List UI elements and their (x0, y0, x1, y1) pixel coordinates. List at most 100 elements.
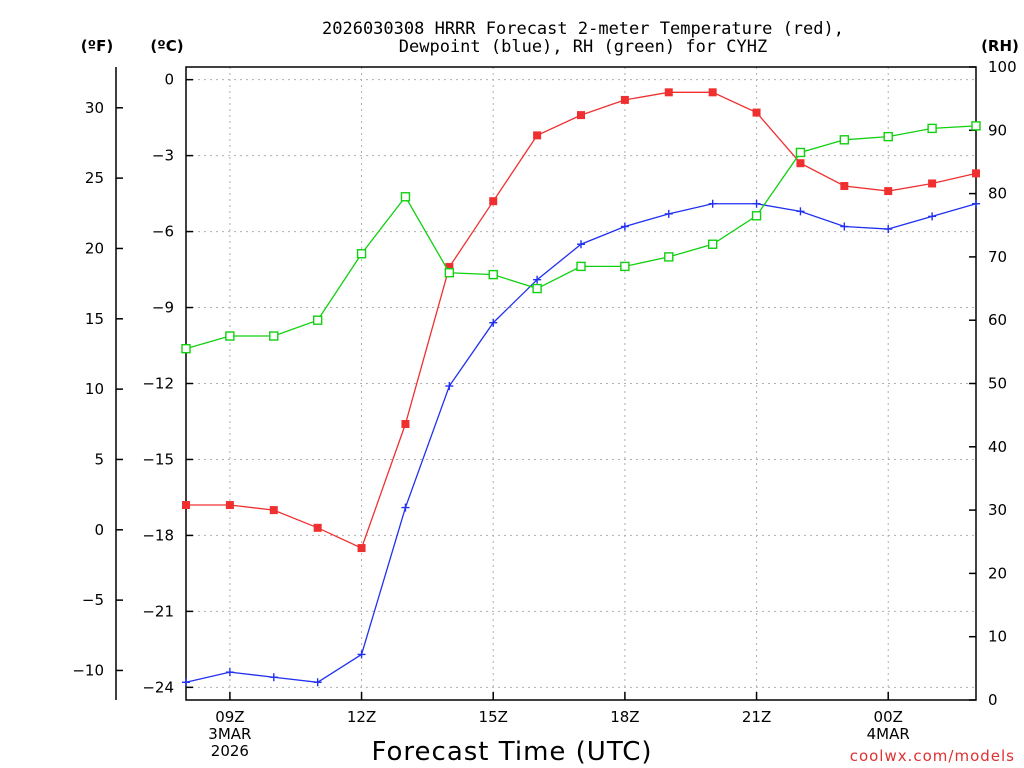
rh-tick-label: 20 (988, 564, 1007, 582)
axes: (ºF) (ºC) (RH) 0 −3 −6 −9 −12 −15 −18 −21 −24 30 25 20… (72, 37, 1019, 760)
fahrenheit-tick-label: 0 (94, 521, 104, 539)
dewpoint-point (357, 650, 366, 659)
dewpoint-point (972, 199, 980, 208)
dewpoint-point (182, 678, 190, 687)
rh-tick-label: 90 (988, 121, 1007, 139)
2-meter-temperature-point (708, 88, 717, 97)
grid (186, 67, 976, 700)
x-tick-label: 21Z (742, 708, 771, 726)
dewpoint-point (533, 275, 542, 284)
rh-point (664, 252, 674, 262)
rh-point (751, 211, 762, 221)
celsius-tick-label: 0 (164, 71, 174, 89)
dewpoint-point (225, 668, 234, 677)
celsius-tick-label: −9 (152, 299, 174, 317)
rh-point (707, 239, 718, 249)
dewpoint-point (313, 678, 322, 687)
x-tick-label: 12Z (347, 708, 376, 726)
rh-point (225, 331, 235, 341)
dewpoint-point (840, 222, 849, 231)
rh-point (488, 269, 498, 280)
title-line: 2026030308 HRRR Forecast 2-meter Tempera… (322, 19, 844, 39)
dewpoint-point (489, 318, 498, 327)
dewpoint-point (708, 199, 717, 208)
celsius-tick-label: −24 (142, 678, 174, 696)
rh-point (312, 315, 323, 325)
2-meter-temperature-point (182, 501, 190, 510)
dewpoint-point (620, 222, 629, 231)
x-tick-label: 00Z (874, 708, 903, 726)
celsius-tick-label: −3 (152, 147, 174, 165)
celsius-unit-label: (ºC) (150, 37, 183, 55)
fahrenheit-tick-label: 25 (85, 169, 104, 187)
rh-point (400, 192, 411, 202)
rh-point (576, 261, 586, 272)
2-meter-temperature-point (445, 263, 454, 272)
rh-line (185, 125, 977, 350)
rh-tick-label: 0 (988, 691, 998, 709)
fahrenheit-unit-label: (ºF) (81, 37, 113, 55)
x-tick-label: 4MAR (867, 725, 910, 743)
rh-tick-label: 70 (988, 248, 1007, 266)
x-tick-label: 2026 (211, 742, 249, 760)
celsius-tick-label: −21 (142, 602, 174, 620)
dewpoint-point (796, 207, 805, 216)
fahrenheit-tick-label: −10 (72, 661, 104, 679)
x-tick-label: 09Z (215, 708, 244, 726)
dewpoint-line (185, 203, 977, 683)
dewpoint-point (401, 503, 410, 512)
celsius-tick-label: −6 (152, 223, 174, 241)
fahrenheit-tick-label: 20 (85, 239, 104, 257)
celsius-tick-label: −15 (142, 450, 174, 468)
x-tick-label: 15Z (479, 708, 508, 726)
x-tick-label: 18Z (610, 708, 639, 726)
2-meter-temperature-point (752, 108, 761, 117)
fahrenheit-tick-label: 15 (85, 310, 104, 328)
fahrenheit-tick-label: 10 (85, 380, 104, 398)
rh-tick-label: 60 (988, 311, 1007, 329)
2-meter-temperature-point (225, 501, 234, 510)
title-line: Dewpoint (blue), RH (green) for CYHZ (399, 37, 767, 57)
chart-title: 2026030308 HRRR Forecast 2-meter Tempera… (322, 19, 844, 57)
rh-point (444, 268, 455, 278)
dewpoint-point (752, 199, 761, 208)
fahrenheit-tick-label: −5 (82, 591, 104, 609)
2-meter-temperature-point (664, 88, 673, 97)
2-meter-temperature-point (796, 159, 805, 168)
plot-frame (185, 66, 977, 701)
credit-text: coolwx.com/models (850, 747, 1015, 765)
2-meter-temperature-point (577, 111, 585, 120)
fahrenheit-tick-label: 30 (85, 99, 104, 117)
2-meter-temperature-point (533, 131, 542, 140)
rh-tick-label: 10 (988, 628, 1007, 646)
dewpoint-point (884, 225, 893, 234)
rh-tick-label: 50 (988, 375, 1007, 393)
2-meter-temperature-point (884, 187, 893, 196)
dewpoint-point (445, 382, 454, 391)
rh-point (927, 123, 937, 134)
2-meter-temperature-point (972, 169, 980, 178)
rh-point (356, 249, 367, 259)
rh-tick-label: 100 (988, 58, 1017, 76)
2-meter-temperature-point (313, 523, 322, 532)
series-layer (181, 88, 981, 687)
rh-tick-label: 40 (988, 438, 1007, 456)
x-tick-label: 3MAR (208, 725, 251, 743)
2-meter-temperature-line (186, 91, 977, 549)
rh-point (883, 131, 893, 142)
rh-unit-label: (RH) (981, 37, 1019, 55)
dewpoint-point (664, 209, 673, 218)
2-meter-temperature-point (269, 506, 278, 515)
rh-point (269, 331, 279, 341)
rh-point (971, 121, 981, 131)
rh-point (795, 147, 806, 158)
2-meter-temperature-point (620, 95, 629, 104)
fahrenheit-tick-label: 5 (94, 450, 104, 468)
dewpoint-point (577, 240, 585, 249)
2-meter-temperature-point (928, 179, 937, 188)
rh-point (620, 261, 630, 272)
rh-point (839, 135, 850, 145)
rh-tick-label: 80 (988, 185, 1007, 203)
celsius-tick-label: −18 (142, 526, 174, 544)
